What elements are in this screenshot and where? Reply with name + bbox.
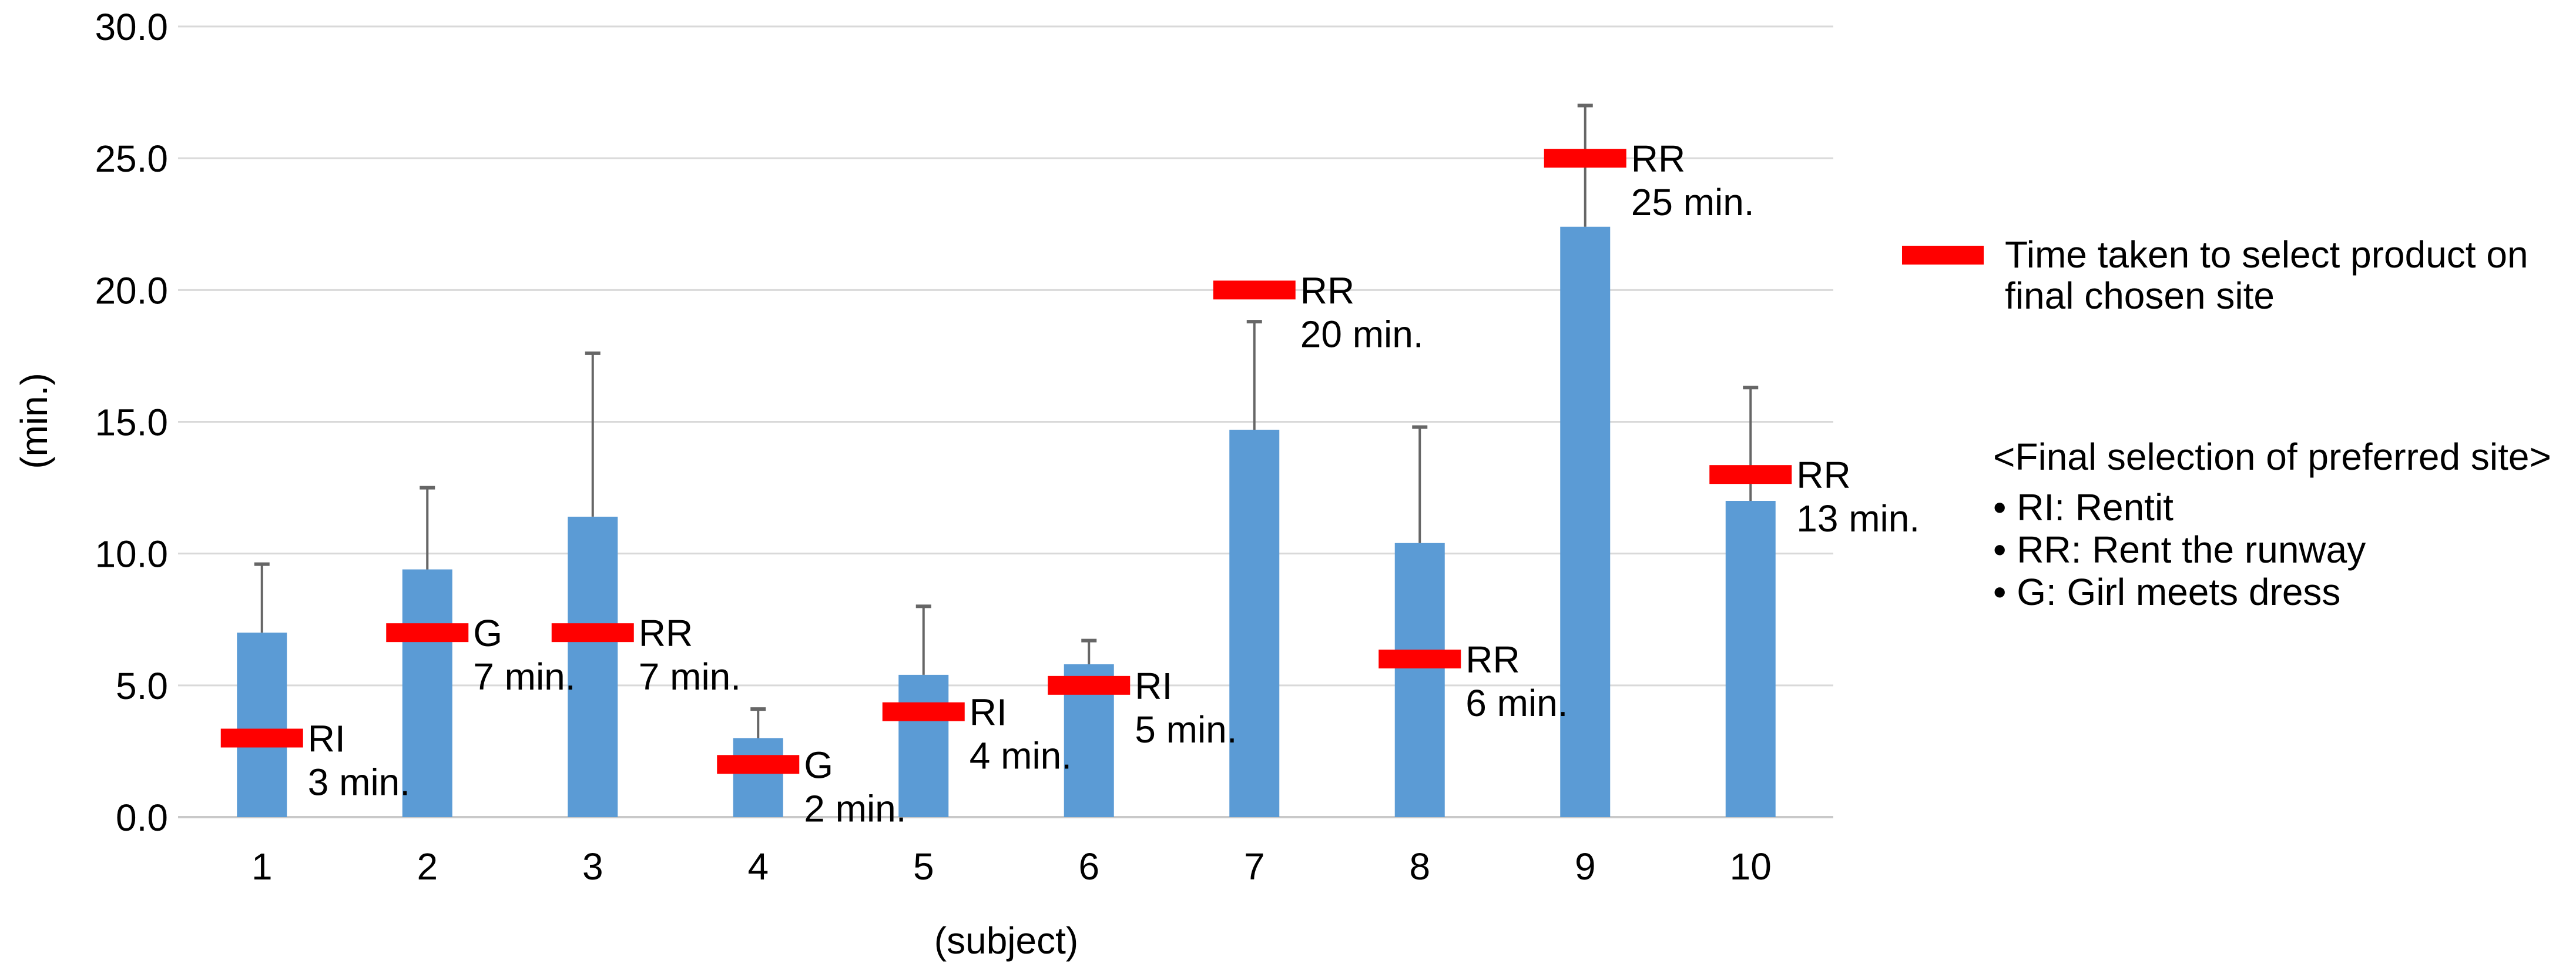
final-site-marker-subject-10 [1709, 465, 1792, 484]
bar-subject-1 [237, 633, 287, 817]
final-site-marker-subject-8 [1378, 650, 1461, 668]
final-site-marker-subject-5 [882, 702, 965, 721]
marker-minutes-label-subject-3: 7 min. [639, 655, 741, 698]
marker-site-label-subject-6: RI [1135, 665, 1172, 707]
marker-minutes-label-subject-6: 5 min. [1135, 708, 1237, 751]
bar-subject-4 [733, 738, 783, 817]
final-site-marker-subject-2 [386, 623, 469, 643]
x-tick-label-6: 6 [1078, 845, 1099, 888]
note-item-rent-the-runway: • RR: Rent the runway [1993, 529, 2366, 571]
marker-site-label-subject-8: RR [1465, 638, 1520, 681]
legend-label: Time taken to select product on final ch… [2005, 234, 2528, 316]
marker-minutes-label-subject-9: 25 min. [1631, 181, 1755, 223]
note-title: <Final selection of preferred site> [1993, 436, 2551, 478]
x-tick-label-9: 9 [1575, 845, 1596, 888]
final-site-marker-subject-4 [717, 755, 800, 774]
legend: Time taken to select product on final ch… [1902, 234, 2528, 316]
x-tick-label-8: 8 [1409, 845, 1430, 888]
marker-minutes-label-subject-10: 13 min. [1796, 497, 1920, 540]
marker-site-label-subject-5: RI [970, 691, 1007, 734]
marker-minutes-label-subject-5: 4 min. [970, 735, 1072, 777]
marker-site-label-subject-1: RI [308, 718, 346, 760]
bar-subject-10 [1725, 501, 1776, 817]
marker-minutes-label-subject-2: 7 min. [473, 655, 575, 698]
marker-minutes-label-subject-8: 6 min. [1465, 682, 1568, 724]
x-tick-label-4: 4 [747, 845, 769, 888]
legend-red-dash-swatch [1902, 246, 1984, 265]
y-tick-label-30.0: 30.0 [95, 6, 168, 48]
site-key-note: <Final selection of preferred site> • RI… [1993, 436, 2551, 613]
y-tick-label-15.0: 15.0 [95, 402, 168, 444]
bar-subject-7 [1229, 429, 1280, 817]
final-site-marker-subject-7 [1213, 280, 1296, 300]
x-tick-label-5: 5 [913, 845, 934, 888]
bar-subject-2 [402, 569, 452, 817]
marker-site-label-subject-7: RR [1300, 269, 1354, 312]
y-tick-label-25.0: 25.0 [95, 138, 168, 180]
marker-site-label-subject-3: RR [639, 612, 693, 654]
y-tick-label-10.0: 10.0 [95, 533, 168, 576]
marker-site-label-subject-10: RR [1796, 454, 1850, 496]
marker-minutes-label-subject-1: 3 min. [308, 761, 410, 804]
x-tick-label-3: 3 [582, 845, 603, 888]
bar-subject-3 [568, 516, 618, 817]
marker-site-label-subject-4: G [804, 744, 833, 786]
y-tick-label-0.0: 0.0 [116, 797, 168, 839]
legend-label-line1: Time taken to select product on [2005, 233, 2528, 276]
x-tick-label-7: 7 [1244, 845, 1265, 888]
final-site-marker-subject-1 [220, 728, 303, 748]
y-tick-label-20.0: 20.0 [95, 269, 168, 312]
marker-minutes-label-subject-4: 2 min. [804, 787, 906, 829]
y-axis-title: (min.) [13, 373, 55, 469]
final-site-marker-subject-9 [1544, 149, 1626, 168]
x-axis-title: (subject) [934, 919, 1078, 962]
marker-site-label-subject-9: RR [1631, 138, 1685, 180]
y-tick-label-5.0: 5.0 [116, 665, 168, 707]
x-tick-label-1: 1 [251, 845, 273, 888]
note-item-rentit: • RI: Rentit [1993, 486, 2174, 529]
x-tick-label-2: 2 [417, 845, 438, 888]
note-item-girl-meets-dress: • G: Girl meets dress [1993, 571, 2341, 613]
bar-subject-5 [898, 674, 949, 817]
final-site-marker-subject-3 [551, 623, 634, 643]
marker-minutes-label-subject-7: 20 min. [1300, 313, 1424, 355]
final-site-marker-subject-6 [1048, 675, 1131, 695]
bar-subject-8 [1394, 543, 1445, 817]
bar-subject-9 [1560, 226, 1611, 817]
x-tick-label-10: 10 [1730, 845, 1772, 888]
legend-label-line2: final chosen site [2005, 275, 2275, 317]
marker-site-label-subject-2: G [473, 612, 502, 654]
